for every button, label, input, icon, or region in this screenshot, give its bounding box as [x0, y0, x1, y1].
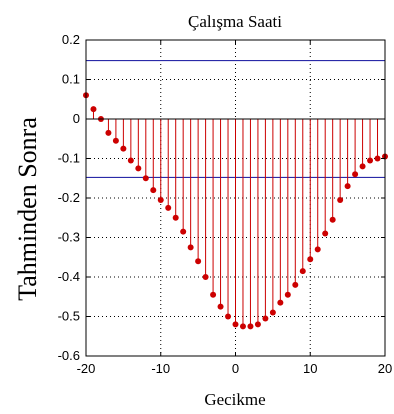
stem-marker-2 — [247, 323, 254, 330]
grid-lines — [86, 40, 385, 356]
stem-marker--19 — [90, 106, 97, 113]
stem-marker-7 — [284, 291, 291, 298]
stem-marker-4 — [262, 315, 269, 322]
y-tick-label: -0.6 — [58, 348, 80, 363]
chart-title: Çalışma Saati — [188, 12, 282, 31]
stem-marker--1 — [225, 313, 232, 320]
stem-marker-6 — [277, 299, 284, 306]
stem-marker--14 — [127, 157, 134, 164]
stem-marker-15 — [344, 183, 351, 190]
stem-marker-5 — [269, 309, 276, 316]
stem-marker-17 — [359, 163, 366, 170]
stem-marker--10 — [157, 196, 164, 203]
stem-marker--17 — [105, 129, 112, 136]
y-tick-label: -0.3 — [58, 230, 80, 245]
y-tick-label: -0.4 — [58, 269, 80, 284]
stem-marker-11 — [314, 246, 321, 253]
stems — [85, 95, 386, 327]
y-tick-label: -0.1 — [58, 151, 80, 166]
y-tick-label: 0 — [73, 111, 80, 126]
stem-marker--6 — [187, 244, 194, 251]
stem-marker-3 — [254, 321, 261, 328]
stem-marker--9 — [165, 204, 172, 211]
x-tick-label: 10 — [303, 361, 317, 376]
stem-marker-13 — [329, 216, 336, 223]
stem-marker--8 — [172, 214, 179, 221]
x-tick-label: 0 — [232, 361, 239, 376]
stem-marker-18 — [367, 157, 374, 164]
y-ticks: 0.2 0.1 0 -0.1 -0.2 -0.3 -0.4 -0.5 -0.6 — [58, 32, 385, 363]
x-tick-label: -20 — [77, 361, 96, 376]
stem-marker--13 — [135, 165, 142, 172]
stem-marker-9 — [299, 268, 306, 275]
x-tick-label: -10 — [151, 361, 170, 376]
stem-marker--7 — [180, 228, 187, 235]
stem-marker-10 — [307, 256, 314, 263]
y-axis-label: Tahminden Sonra — [13, 117, 42, 301]
stem-marker-12 — [322, 230, 329, 237]
stem-markers — [83, 92, 388, 330]
stem-marker-0 — [232, 321, 239, 328]
stem-marker--4 — [202, 274, 209, 280]
stem-marker--12 — [142, 175, 149, 182]
y-tick-label: 0.2 — [62, 32, 80, 47]
y-tick-label: 0.1 — [62, 72, 80, 87]
stem-marker-14 — [337, 196, 344, 203]
stem-marker--16 — [112, 137, 119, 144]
stem-marker-1 — [239, 323, 246, 330]
x-axis-label: Gecikme — [204, 390, 265, 409]
y-tick-label: -0.5 — [58, 309, 80, 324]
stem-marker-8 — [292, 281, 299, 288]
x-ticks: -20 -10 0 10 20 — [77, 40, 392, 376]
stem-marker--11 — [150, 187, 157, 194]
x-tick-label: 20 — [378, 361, 392, 376]
stem-marker--3 — [210, 291, 217, 298]
stem-marker--5 — [195, 258, 202, 265]
stem-marker-16 — [352, 171, 359, 178]
stem-marker--2 — [217, 303, 224, 310]
stem-marker--15 — [120, 145, 127, 152]
stem-marker-19 — [374, 155, 381, 162]
y-tick-label: -0.2 — [58, 190, 80, 205]
